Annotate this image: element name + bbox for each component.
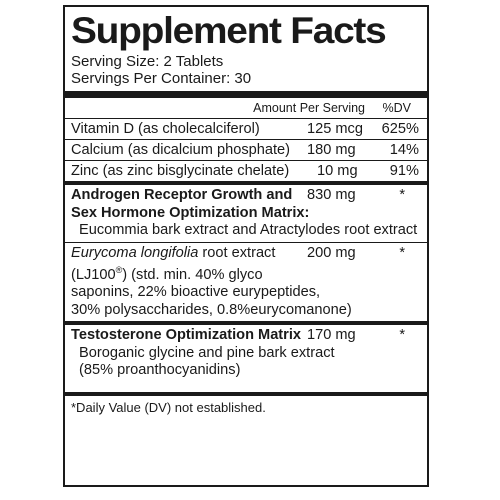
nutrient-row: Vitamin D (as cholecalciferol) 125 mcg 6… (71, 119, 421, 139)
blend-amount: 170 mg (307, 327, 356, 344)
ingredient-dv: * (399, 244, 405, 261)
blend-ingredients: (85% proanthocyanidins) (79, 362, 241, 379)
medium-divider (65, 181, 427, 185)
blend-name-line2: Sex Hormone Optimization Matrix: (71, 204, 310, 221)
nutrient-dv: 91% (389, 163, 419, 179)
amount-per-serving-header: Amount Per Serving (253, 101, 365, 115)
thick-divider (65, 91, 427, 98)
nutrient-name: Zinc (as zinc bisglycinate chelate) (71, 163, 290, 179)
footnote: *Daily Value (DV) not established. (71, 399, 266, 415)
nutrient-dv: 14% (389, 142, 419, 158)
divider (65, 139, 427, 140)
medium-divider (65, 321, 427, 326)
ingredient-eurycoma: Eurycoma longifolia root extract (LJ100®… (71, 243, 421, 322)
nutrient-amount: 125 mcg (307, 121, 363, 137)
nutrient-amount: 180 mg (307, 142, 356, 158)
nutrient-amount: 10 mg (317, 163, 358, 179)
blend-testosterone: Testosterone Optimization Matrix Borogan… (71, 325, 421, 382)
blend-ingredients: Eucommia bark extract and Atractylodes r… (79, 222, 418, 238)
blend-dv: * (399, 187, 405, 203)
divider (65, 160, 427, 161)
ingredient-detail-line: 30% polysaccharides, 0.8%eurycomanone) (71, 301, 352, 318)
ingredient-name: Eurycoma longifolia root extract (71, 245, 421, 263)
ingredient-name-rest: root extract (198, 244, 276, 261)
ingredient-detail-a: (LJ100 (71, 266, 116, 283)
nutrient-row: Zinc (as zinc bisglycinate chelate) 10 m… (71, 161, 421, 181)
blend-name-line1: Androgen Receptor Growth and (71, 187, 293, 203)
medium-divider (65, 391, 427, 396)
ingredient-latin-name: Eurycoma longifolia (71, 244, 199, 261)
blend-name: Testosterone Optimization Matrix (71, 327, 302, 344)
blend-ingredients: Boroganic glycine and pine bark extract (79, 344, 335, 361)
dv-header: %DV (382, 101, 411, 115)
ingredient-detail-b: ) (std. min. 40% glyco (122, 266, 263, 283)
ingredient-detail-line: (LJ100®) (std. min. 40% glyco (71, 262, 421, 284)
nutrient-name: Calcium (as dicalcium phosphate) (71, 142, 290, 158)
nutrient-dv: 625% (381, 121, 419, 137)
ingredient-detail-line: saponins, 22% bioactive eurypeptides, (71, 284, 321, 301)
column-header-row: Amount Per Serving %DV (71, 98, 421, 118)
divider (65, 241, 427, 243)
blend-dv: * (399, 327, 405, 344)
registered-mark: ® (115, 265, 123, 275)
servings-per-container: Servings Per Container: 30 (71, 70, 252, 87)
nutrient-name: Vitamin D (as cholecalciferol) (71, 121, 260, 137)
blend-androgen: Androgen Receptor Growth and Sex Hormone… (71, 185, 421, 242)
panel-title: Supplement Facts (71, 10, 387, 51)
serving-size: Serving Size: 2 Tablets (71, 53, 224, 70)
nutrient-row: Calcium (as dicalcium phosphate) 180 mg … (71, 140, 421, 160)
divider (65, 118, 427, 119)
blend-amount: 830 mg (307, 187, 356, 203)
supplement-facts-panel: Supplement Facts Serving Size: 2 Tablets… (63, 5, 429, 487)
ingredient-amount: 200 mg (307, 244, 356, 261)
